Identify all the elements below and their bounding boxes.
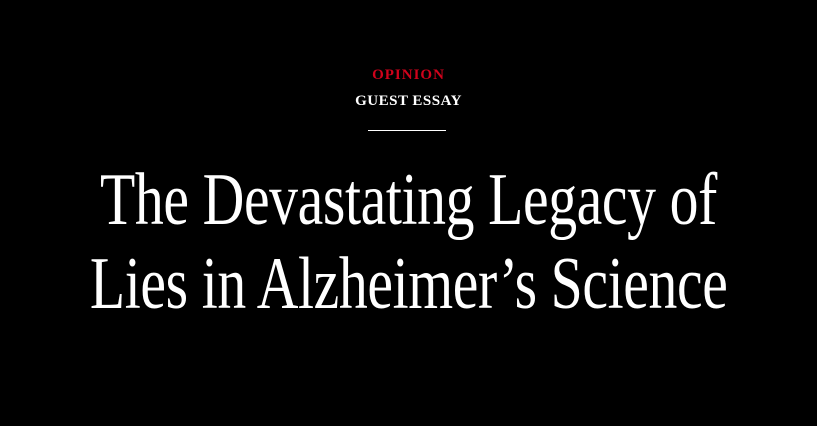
headline-line-1: The Devastating Legacy of [100,159,717,241]
kicker-guest-essay: GUEST ESSAY [355,93,462,109]
section-label-opinion[interactable]: OPINION [372,67,445,83]
divider [368,130,446,131]
headline-line-2: Lies in Alzheimer’s Science [89,243,728,325]
headline: The Devastating Legacy of Lies in Alzhei… [89,158,728,326]
